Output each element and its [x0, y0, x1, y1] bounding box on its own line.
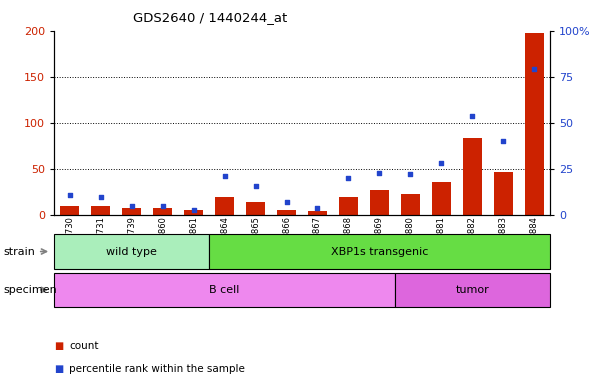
- Point: [468, 113, 477, 119]
- Bar: [525, 33, 544, 215]
- Bar: [401, 194, 419, 215]
- Point: [313, 205, 322, 211]
- Point: [220, 173, 230, 179]
- Text: B cell: B cell: [209, 285, 240, 295]
- Point: [127, 203, 136, 209]
- Text: wild type: wild type: [106, 247, 157, 257]
- Bar: [463, 137, 482, 215]
- Text: GDS2640 / 1440244_at: GDS2640 / 1440244_at: [133, 12, 287, 25]
- Point: [529, 66, 539, 73]
- Bar: [277, 210, 296, 215]
- Bar: [432, 182, 451, 215]
- Bar: [153, 208, 172, 215]
- Point: [96, 194, 105, 200]
- Text: specimen: specimen: [3, 285, 56, 295]
- Point: [499, 138, 508, 144]
- Bar: [308, 211, 327, 215]
- Point: [189, 207, 198, 213]
- Text: tumor: tumor: [456, 285, 489, 295]
- Bar: [215, 197, 234, 215]
- Bar: [246, 202, 265, 215]
- Point: [282, 199, 291, 205]
- Text: ■: ■: [54, 341, 63, 351]
- Point: [251, 182, 260, 189]
- Text: strain: strain: [3, 247, 35, 257]
- Bar: [60, 206, 79, 215]
- Bar: [185, 210, 203, 215]
- Point: [344, 175, 353, 181]
- Point: [157, 203, 167, 209]
- Bar: [370, 190, 389, 215]
- Bar: [122, 208, 141, 215]
- Bar: [339, 197, 358, 215]
- Text: count: count: [69, 341, 99, 351]
- Point: [65, 192, 75, 198]
- Bar: [494, 172, 513, 215]
- Text: ■: ■: [54, 364, 63, 374]
- Bar: [91, 206, 110, 215]
- Point: [374, 170, 384, 176]
- Point: [406, 171, 415, 177]
- Text: percentile rank within the sample: percentile rank within the sample: [69, 364, 245, 374]
- Point: [437, 161, 447, 167]
- Text: XBP1s transgenic: XBP1s transgenic: [331, 247, 428, 257]
